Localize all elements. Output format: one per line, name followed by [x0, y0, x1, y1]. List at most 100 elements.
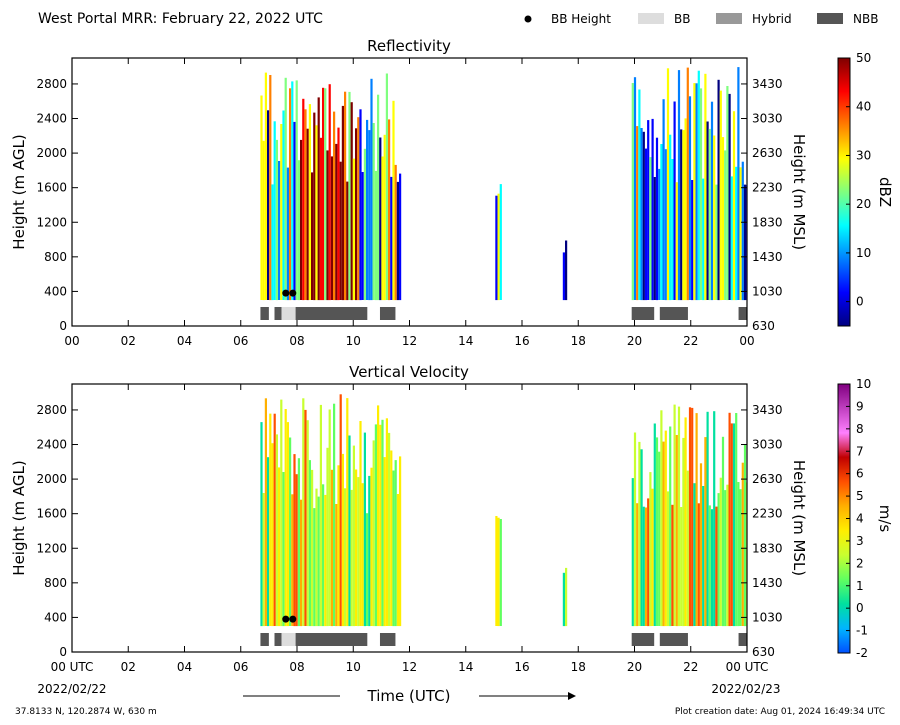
- y2-tick-label: 630: [752, 645, 775, 659]
- y-tick-label: 1600: [36, 507, 67, 521]
- legend-label: BB: [674, 12, 690, 26]
- precip-column: [333, 111, 336, 301]
- colorbar-tick-label: 0: [856, 601, 864, 615]
- precip-column: [291, 494, 294, 626]
- precip-column: [655, 137, 659, 301]
- x-tick-label: 02: [121, 334, 136, 348]
- precip-column: [350, 489, 353, 627]
- bb-type-bar: [631, 307, 655, 320]
- precip-column: [333, 403, 336, 626]
- bb-type-bar: [274, 307, 282, 320]
- legend-swatch: [716, 13, 742, 24]
- colorbar-tick-label: 2: [856, 556, 864, 570]
- precip-column: [653, 177, 656, 300]
- precip-column: [680, 129, 683, 301]
- y-tick-label: 1200: [36, 541, 67, 555]
- precip-column: [724, 490, 727, 627]
- precip-column: [280, 124, 283, 300]
- precip-column: [713, 411, 716, 626]
- precip-column: [372, 440, 375, 627]
- location-label: 37.8133 N, 120.2874 W, 630 m: [15, 707, 157, 717]
- precip-column: [269, 413, 272, 626]
- precip-column: [390, 450, 393, 626]
- precip-column: [673, 404, 676, 626]
- bb-height-point: [282, 615, 290, 623]
- precip-column: [271, 443, 274, 627]
- precip-column: [728, 412, 731, 627]
- precip-column: [359, 109, 362, 301]
- precip-column: [357, 117, 360, 301]
- precip-column: [495, 195, 498, 301]
- x-tick-label: 06: [233, 334, 248, 348]
- bb-type-bar: [659, 633, 688, 646]
- precip-column: [346, 398, 349, 627]
- y-tick-label: 1600: [36, 181, 67, 195]
- precip-column: [495, 516, 498, 626]
- y-tick-label: 2800: [36, 77, 67, 91]
- date-start: 2022/02/22: [37, 682, 106, 696]
- colorbar-tick-label: 5: [856, 489, 864, 503]
- precip-column: [313, 112, 316, 301]
- x-axis-label: Time (UTC): [367, 687, 451, 705]
- precip-column: [684, 118, 687, 301]
- precip-column: [710, 101, 714, 301]
- bb-type-bar: [738, 307, 747, 320]
- date-end: 2022/02/23: [711, 682, 780, 696]
- precip-column: [363, 148, 366, 301]
- precip-column: [385, 73, 388, 300]
- precip-column: [726, 484, 729, 627]
- y-tick-label: 1200: [36, 215, 67, 229]
- precip-column: [704, 437, 707, 627]
- legend-label: BB Height: [551, 12, 611, 26]
- y2-tick-label: 2630: [752, 146, 783, 160]
- precip-column: [300, 139, 303, 300]
- precip-column: [497, 193, 500, 301]
- creation-date: Plot creation date: Aug 01, 2024 16:49:3…: [675, 707, 885, 717]
- bb-height-point: [289, 289, 297, 297]
- x-tick-label: 00: [739, 334, 754, 348]
- precip-column: [317, 496, 320, 627]
- y-axis-label: Height (m AGL): [10, 460, 28, 575]
- precip-field: [260, 394, 747, 627]
- precip-column: [377, 94, 380, 301]
- precip-column: [370, 78, 373, 301]
- colorbar-tick-label: 50: [856, 51, 871, 65]
- x-tick-label: 06: [233, 660, 248, 674]
- precip-column: [633, 432, 637, 627]
- precip-column: [357, 477, 360, 627]
- colorbar-tick-label: 8: [856, 422, 864, 436]
- precip-column: [326, 150, 329, 301]
- colorbar: [837, 57, 851, 327]
- precip-column: [647, 498, 650, 627]
- precip-column: [721, 137, 725, 300]
- precip-column: [302, 398, 305, 626]
- precip-column: [394, 164, 397, 301]
- precip-column: [739, 167, 742, 300]
- precip-column: [377, 405, 380, 627]
- precip-column: [311, 469, 314, 627]
- precip-column: [284, 409, 287, 627]
- precip-column: [673, 101, 676, 300]
- precip-column: [352, 445, 355, 627]
- precip-column: [658, 168, 661, 300]
- precip-column: [565, 240, 568, 301]
- x-tick-label: 02: [121, 660, 136, 674]
- precip-column: [562, 572, 565, 627]
- y2-tick-label: 1430: [752, 250, 783, 264]
- y-tick-label: 2400: [36, 112, 67, 126]
- y2-axis-label: Height (m MSL): [790, 460, 808, 576]
- y2-tick-label: 1430: [752, 576, 783, 590]
- precip-column: [339, 161, 342, 300]
- precip-column: [708, 505, 711, 627]
- precip-column: [710, 509, 714, 627]
- precip-column: [638, 89, 641, 300]
- precip-column: [631, 83, 634, 301]
- legend-label: NBB: [853, 12, 878, 26]
- precip-column: [330, 156, 333, 300]
- precip-column: [344, 91, 347, 301]
- precip-column: [385, 418, 388, 626]
- bb-type-bar: [659, 307, 688, 320]
- precip-column: [388, 119, 391, 301]
- precip-column: [704, 73, 707, 301]
